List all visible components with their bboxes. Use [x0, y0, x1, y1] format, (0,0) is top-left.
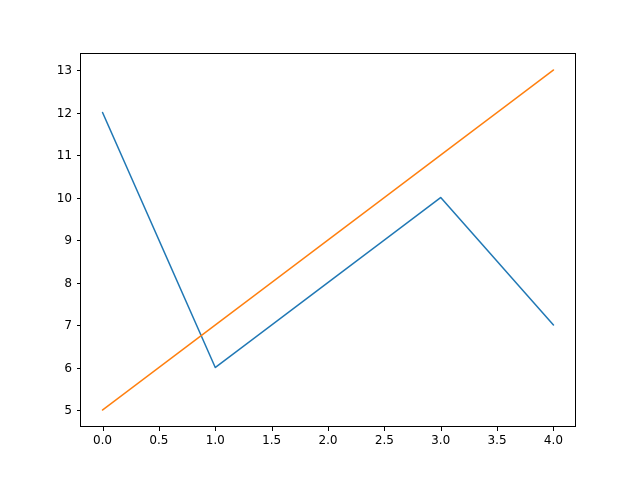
x-tick-mark: [553, 427, 555, 431]
x-tick-label: 3.0: [431, 433, 451, 447]
plot-axes: 0.0 0.5 1.0 1.5 2.0 2.5 3.0 3.5 4.0 5 6 7 8 9 10 11 12 1…: [57, 53, 576, 447]
line-series-2: [101, 69, 555, 411]
x-tick-mark: [328, 427, 329, 431]
y-tick-mark: [76, 155, 80, 156]
y-tick-mark: [76, 240, 80, 241]
y-tick-mark: [76, 197, 80, 199]
x-tick-label: 0.5: [149, 433, 169, 447]
x-tick-mark: [384, 427, 386, 431]
y-tick-mark: [76, 112, 80, 114]
x-tick-label: 1.0: [205, 433, 225, 447]
x-tick-label: 2.0: [318, 433, 338, 447]
line-series-1: [101, 111, 555, 369]
x-tick-mark: [440, 427, 442, 431]
plot-lines-layer: [101, 69, 555, 411]
y-tick-mark: [76, 282, 80, 284]
y-tick-label: 13: [56, 63, 72, 77]
x-tick-mark: [497, 427, 499, 431]
y-tick-label: 11: [56, 148, 72, 162]
y-tick-label: 12: [56, 105, 72, 120]
y-tick-mark: [76, 325, 80, 326]
y-tick-label: 6: [64, 360, 72, 375]
y-tick-mark: [76, 367, 80, 369]
y-tick-mark: [76, 70, 80, 71]
y-tick-label: 7: [64, 318, 72, 332]
axis-spine-bottom: [80, 426, 576, 427]
x-tick-mark: [215, 427, 217, 431]
x-tick-label: 1.5: [262, 433, 282, 447]
x-tick-mark: [102, 427, 104, 431]
axis-spine-left: [80, 53, 81, 427]
axis-spine-top: [80, 53, 576, 54]
y-tick-mark: [76, 410, 80, 411]
y-tick-label: 5: [64, 403, 72, 417]
y-tick-label: 10: [56, 190, 72, 205]
x-tick-mark: [271, 427, 273, 431]
x-tick-mark: [158, 427, 160, 431]
y-tick-label: 9: [64, 233, 72, 247]
axis-spine-right: [575, 53, 576, 427]
x-tick-label: 4.0: [543, 433, 563, 447]
y-tick-label: 8: [64, 275, 72, 290]
x-tick-label: 2.5: [374, 433, 394, 447]
x-tick-label: 3.5: [487, 433, 507, 447]
x-tick-label: 0.0: [92, 433, 113, 447]
